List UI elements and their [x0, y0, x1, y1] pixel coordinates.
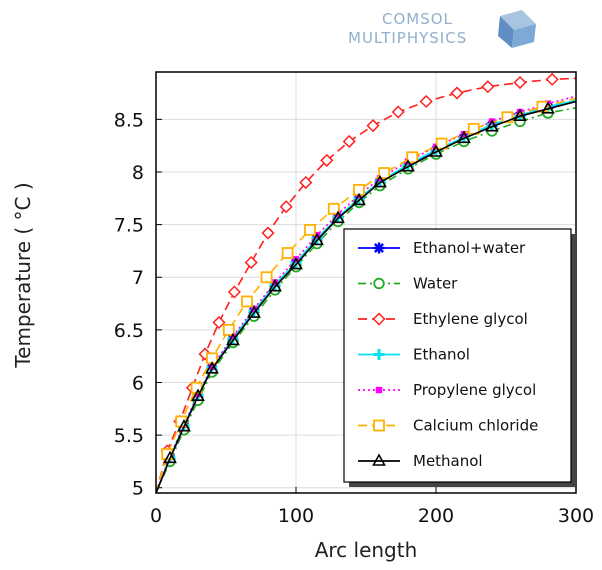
legend-marker — [372, 312, 386, 326]
series-point — [391, 105, 405, 119]
y-tick-label: 5.5 — [114, 425, 144, 447]
series-point — [229, 332, 237, 340]
series-point — [250, 305, 258, 313]
series-line — [155, 95, 577, 494]
legend-label: Water — [413, 275, 458, 293]
y-tick-label: 6.5 — [114, 320, 144, 342]
series-point — [327, 202, 340, 215]
series-point — [260, 271, 273, 284]
legend-item: Calcium chloride — [358, 417, 538, 435]
series-point — [429, 144, 443, 157]
series-point — [541, 101, 555, 114]
x-tick-label: 300 — [558, 505, 594, 527]
series-point — [545, 72, 559, 86]
x-tick-label: 200 — [418, 505, 454, 527]
legend-item: Methanol — [358, 452, 483, 470]
y-tick-label: 6 — [132, 372, 144, 394]
series-6 — [155, 100, 577, 494]
series-point — [222, 323, 235, 336]
series-point — [373, 174, 387, 188]
legend: Ethanol+water Water Ethylene glycol Ethanol… — [343, 228, 576, 487]
series-layer — [155, 72, 577, 494]
logo-line1: COMSOL — [382, 10, 453, 28]
series-point — [501, 111, 514, 124]
legend-item: Ethanol — [358, 346, 470, 364]
series-point — [304, 223, 316, 236]
series-point — [406, 151, 419, 164]
legend-label: Ethanol — [413, 346, 470, 364]
legend-label: Ethylene glycol — [413, 310, 528, 328]
legend-marker — [373, 349, 385, 360]
series-point — [450, 86, 464, 100]
legend-marker — [373, 277, 385, 290]
series-point — [247, 305, 261, 318]
legend-item: Ethanol+water — [358, 239, 526, 257]
logo-cube-icon — [498, 10, 536, 48]
series-point — [244, 255, 258, 270]
series-point — [457, 130, 471, 144]
y-tick-label: 5 — [132, 478, 144, 500]
series-point — [352, 192, 366, 206]
series-point — [342, 134, 356, 149]
y-tick-label: 8.5 — [114, 109, 144, 131]
x-tick-label: 100 — [278, 505, 314, 527]
series-5 — [155, 97, 577, 494]
legend-item: Ethylene glycol — [358, 310, 528, 328]
legend-label: Calcium chloride — [413, 417, 538, 435]
legend-marker — [373, 419, 385, 432]
series-point — [513, 108, 527, 122]
series-point — [299, 175, 313, 190]
x-tick-label: 0 — [150, 505, 162, 527]
series-line — [155, 77, 577, 494]
series-point — [227, 285, 241, 299]
series-point — [331, 210, 345, 224]
series-point — [419, 94, 433, 109]
series-point — [268, 279, 282, 292]
legend-label: Propylene glycol — [413, 381, 536, 399]
series-point — [320, 153, 334, 167]
logo-line2: MULTIPHYSICS — [348, 29, 467, 47]
series-point — [516, 108, 524, 116]
legend-item: Propylene glycol — [358, 381, 536, 399]
legend-marker — [373, 242, 385, 254]
series-point — [271, 279, 279, 286]
series-point — [310, 232, 324, 246]
series-point — [378, 167, 391, 179]
series-point — [261, 226, 275, 240]
series-point — [208, 363, 216, 370]
legend-label: Ethanol+water — [413, 239, 526, 257]
y-tick-label: 7 — [132, 267, 144, 289]
series-point — [241, 295, 253, 308]
series-point — [163, 450, 177, 464]
y-tick-label: 8 — [132, 162, 144, 184]
y-axis-title: Temperature ( °C ) — [11, 182, 35, 368]
legend-marker — [372, 453, 386, 466]
series-point — [279, 200, 293, 214]
series-point — [212, 315, 226, 330]
series-point — [513, 75, 527, 90]
series-point — [177, 419, 191, 432]
series-point — [401, 159, 415, 172]
series-point — [191, 388, 205, 401]
legend-label: Methanol — [413, 452, 483, 470]
series-point — [205, 361, 219, 374]
comsol-logo: COMSOL MULTIPHYSICS — [348, 10, 536, 48]
y-tick-label: 7.5 — [114, 215, 144, 237]
legend-marker — [375, 386, 383, 394]
series-point — [281, 247, 294, 259]
series-point — [481, 80, 495, 94]
series-point — [485, 119, 499, 132]
series-point — [194, 390, 202, 398]
series-point — [366, 119, 380, 133]
legend-item: Water — [358, 275, 458, 293]
series-point — [289, 256, 303, 270]
x-axis-title: Arc length — [315, 538, 418, 562]
series-point — [226, 332, 240, 346]
